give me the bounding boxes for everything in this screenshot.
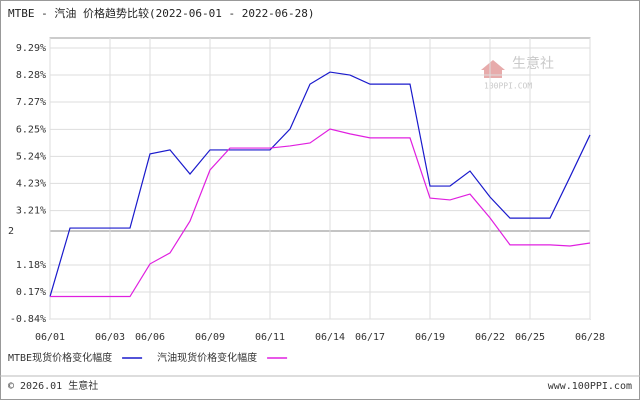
x-tick-label: 06/11 — [255, 332, 285, 343]
line-series — [50, 128, 591, 298]
x-tick-label: 06/14 — [315, 332, 345, 343]
y-tick-label: 5.24% — [16, 151, 46, 162]
watermark-site: 100PPI.COM — [484, 82, 532, 91]
y-tick-label: 8.28% — [16, 70, 46, 81]
x-tick-label: 06/01 — [35, 332, 65, 343]
footer-url: www.100PPI.com — [548, 381, 632, 392]
legend-label: 汽油现货价格变化幅度 — [157, 351, 257, 364]
x-tick-label: 06/22 — [475, 332, 505, 343]
footer-copyright: © 2026.01 生意社 — [8, 379, 98, 392]
line-series — [49, 71, 591, 297]
y-tick-label: 9.29% — [16, 43, 46, 54]
watermark-logo — [481, 60, 505, 78]
x-tick-label: 06/25 — [515, 332, 545, 343]
y-tick-label: 2 — [8, 226, 14, 237]
x-tick-label: 06/17 — [355, 332, 385, 343]
y-tick-label: 1.18% — [16, 260, 46, 271]
y-tick-label: 0.17% — [16, 287, 46, 298]
x-tick-label: 06/28 — [575, 332, 605, 343]
y-tick-label: 3.21% — [16, 206, 46, 217]
x-tick-label: 06/19 — [415, 332, 445, 343]
y-tick-label: 4.23% — [16, 178, 46, 189]
y-tick-label: 7.27% — [16, 97, 46, 108]
legend-label: MTBE现货价格变化幅度 — [8, 351, 112, 364]
x-tick-label: 06/03 — [95, 332, 125, 343]
x-tick-label: 06/09 — [195, 332, 225, 343]
watermark-name: 生意社 — [512, 55, 554, 72]
x-tick-label: 06/06 — [135, 332, 165, 343]
y-tick-label: -0.84% — [10, 314, 46, 325]
chart-title: MTBE - 汽油 价格趋势比较(2022-06-01 - 2022-06-28… — [8, 6, 315, 20]
y-tick-label: 6.25% — [16, 124, 46, 135]
